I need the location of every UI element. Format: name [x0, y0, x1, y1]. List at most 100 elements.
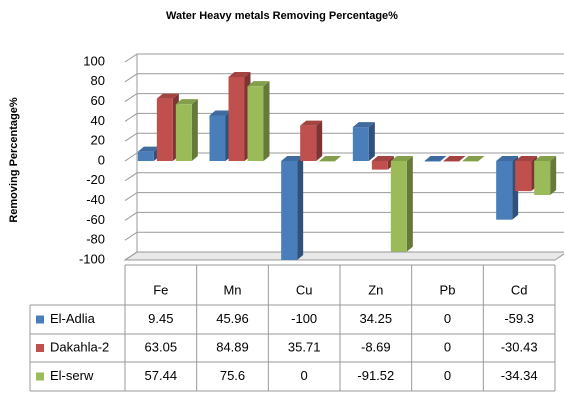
bar	[534, 156, 557, 195]
bar	[462, 156, 485, 162]
bar-front	[496, 161, 513, 220]
bar-front	[319, 161, 336, 162]
table-cell: -34.34	[501, 368, 538, 383]
y-tick-label: -20	[86, 172, 105, 187]
bar-top	[319, 156, 342, 161]
bar-side	[297, 156, 304, 260]
grid-line	[124, 251, 564, 261]
bar-top	[156, 93, 179, 99]
bar-front	[371, 161, 388, 170]
y-tick-label: 20	[91, 133, 105, 148]
floor	[123, 251, 564, 261]
bar-top	[209, 110, 232, 116]
grid-line	[124, 132, 564, 142]
y-tick-label: 80	[91, 73, 105, 88]
grid-line	[124, 231, 564, 241]
bar-front	[462, 161, 479, 162]
grid-line	[124, 112, 564, 122]
grid-line	[124, 172, 564, 182]
grid-line	[124, 93, 564, 103]
bar-top	[175, 99, 198, 105]
bar	[281, 156, 304, 260]
legend-label: El-serw	[50, 368, 94, 383]
bar-side	[191, 99, 198, 161]
x-tick-label: Mn	[223, 282, 241, 297]
bar-top	[390, 156, 413, 161]
x-tick-label: Fe	[153, 282, 168, 297]
bar-top	[496, 156, 519, 161]
x-tick-label: Zn	[368, 282, 383, 297]
bar-front	[534, 161, 551, 195]
table-cell: 0	[444, 368, 451, 383]
legend-swatch	[36, 315, 44, 324]
bar	[424, 156, 447, 162]
bar-front	[209, 115, 226, 161]
bar	[175, 99, 198, 161]
bar	[319, 156, 342, 162]
bar-front	[228, 76, 245, 161]
table-cell: 45.96	[216, 311, 249, 326]
bar-top	[515, 156, 538, 161]
table-cell: 34.25	[360, 311, 393, 326]
bar	[300, 120, 323, 161]
y-tick-label: -100	[79, 251, 105, 266]
grid-line	[124, 53, 564, 63]
bar-side	[316, 120, 323, 161]
y-axis-label: Removing Percentage%	[8, 97, 20, 223]
bar-top	[281, 156, 304, 161]
bar-front	[515, 161, 532, 192]
bar	[515, 156, 538, 192]
y-tick-label: 40	[91, 113, 105, 128]
grid-line	[124, 192, 564, 202]
table-cell: 63.05	[145, 339, 178, 354]
bar	[496, 156, 519, 220]
x-tick-label: Cu	[296, 282, 313, 297]
y-tick-label: 60	[91, 93, 105, 108]
bar-top	[300, 120, 323, 126]
table-cell: -91.52	[357, 368, 394, 383]
table-cell: -59.3	[504, 311, 534, 326]
bar-top	[137, 146, 160, 152]
bar-top	[424, 156, 447, 161]
table-cell: 84.89	[216, 339, 249, 354]
bar-front	[156, 98, 173, 161]
bar	[209, 110, 232, 161]
bar	[443, 156, 466, 162]
y-tick-label: 100	[83, 53, 105, 68]
bar-top	[534, 156, 557, 161]
legend-swatch	[36, 372, 44, 381]
bar-side	[263, 81, 270, 161]
bar-top	[247, 81, 270, 87]
bar	[228, 71, 251, 161]
legend-label: Dakahla-2	[50, 339, 109, 354]
bar	[352, 122, 375, 161]
bar-front	[281, 161, 298, 260]
table-cell: 9.45	[148, 311, 173, 326]
table-cell: -30.43	[501, 339, 538, 354]
y-tick-label: -80	[86, 232, 105, 247]
grid-line	[124, 73, 564, 83]
table-cell: 0	[301, 368, 308, 383]
grid-line	[124, 152, 564, 162]
y-tick-label: 0	[98, 152, 105, 167]
bar-top	[352, 122, 375, 128]
bar-front	[247, 86, 264, 161]
bar-top	[371, 156, 394, 161]
chart-title: Water Heavy metals Removing Percentage%	[166, 10, 398, 22]
x-tick-label: Pb	[440, 282, 456, 297]
bar	[156, 93, 179, 161]
table-cell: 0	[444, 311, 451, 326]
bar-front	[137, 151, 154, 161]
table-cell: -100	[291, 311, 317, 326]
table-cell: 0	[444, 339, 451, 354]
bar	[247, 81, 270, 161]
bar-front	[300, 125, 317, 161]
table-cell: -8.69	[361, 339, 391, 354]
legend-label: El-Adlia	[50, 311, 96, 326]
bar-top	[462, 156, 485, 161]
bar-side	[406, 156, 413, 252]
x-tick-label: Cd	[511, 282, 528, 297]
y-tick-label: -60	[86, 212, 105, 227]
bar-top	[228, 71, 251, 77]
